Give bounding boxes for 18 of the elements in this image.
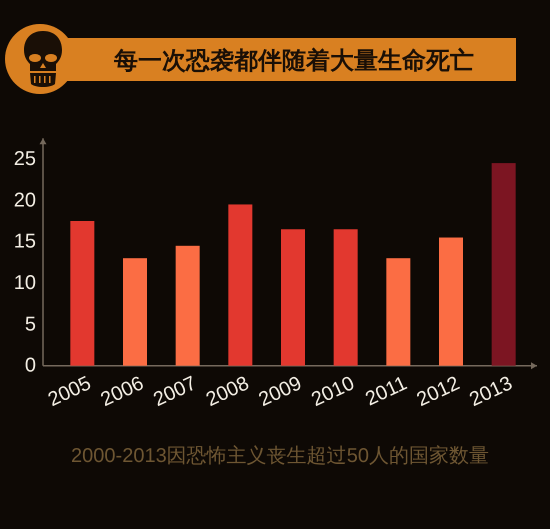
x-tick-label: 2005	[44, 372, 94, 412]
text: 2000-2013因恐怖主义丧生超过50人的国家数量	[71, 444, 489, 467]
x-tick-label: 2007	[150, 372, 200, 412]
y-tick-label: 0	[24, 354, 36, 377]
y-tick-label: 5	[24, 313, 36, 336]
y-tick-label: 20	[14, 189, 36, 212]
x-tick-label: 2010	[308, 372, 358, 412]
chart-title: 每一次恐袭都伴随着大量生命死亡	[113, 46, 474, 74]
x-tick-label: 2008	[202, 372, 252, 412]
title: 每一次恐袭都伴随着大量生命死亡	[5, 24, 516, 94]
y-tick-label: 25	[14, 148, 36, 170]
y-tick-label: 15	[14, 230, 36, 253]
x-tick-label: 2011	[362, 372, 410, 410]
x-tick-label: 2006	[97, 372, 148, 412]
x-tick-label: 2009	[255, 372, 306, 412]
x-tick-label: 2013	[466, 372, 516, 412]
y-tick-label: 10	[14, 272, 36, 294]
x-tick-label: 2012	[413, 372, 464, 412]
